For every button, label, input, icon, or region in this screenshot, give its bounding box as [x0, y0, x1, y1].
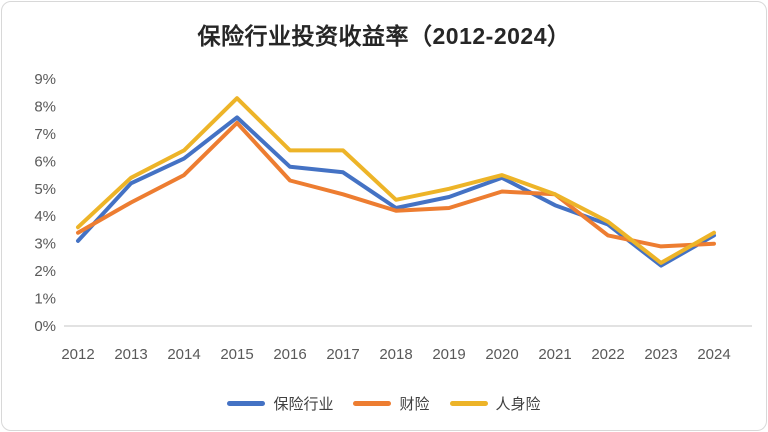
legend-label: 财险 [399, 396, 430, 413]
x-axis-tick: 2016 [273, 346, 306, 363]
x-axis-tick: 2021 [538, 346, 571, 363]
series-line-人身险 [76, 96, 716, 265]
y-axis-tick: 0% [34, 318, 56, 335]
chart-legend: 保险行业 财险 人身险 [0, 393, 768, 414]
legend-item: 人身险 [449, 393, 541, 414]
x-axis-tick: 2023 [644, 346, 677, 363]
x-axis-tick: 2013 [114, 346, 147, 363]
y-axis-tick: 9% [34, 71, 56, 88]
x-axis-tick: 2012 [61, 346, 94, 363]
x-axis-tick: 2019 [432, 346, 465, 363]
y-axis-tick: 6% [34, 153, 56, 170]
legend-line-swatch [449, 401, 488, 406]
x-axis-tick: 2020 [485, 346, 518, 363]
x-axis-tick: 2014 [167, 346, 200, 363]
series-line-财险 [76, 120, 716, 249]
y-axis-tick: 8% [34, 98, 56, 115]
chart-title: 保险行业投资收益率（2012-2024） [197, 23, 571, 49]
y-axis-tick: 3% [34, 236, 56, 253]
x-axis-tick: 2015 [220, 346, 253, 363]
y-axis-tick: 5% [34, 181, 56, 198]
series-line-保险行业 [76, 115, 716, 268]
legend-line-swatch [227, 401, 266, 406]
legend-line-swatch [353, 401, 392, 406]
y-axis-tick: 2% [34, 263, 56, 280]
x-axis-tick: 2024 [697, 346, 730, 363]
legend-label: 人身险 [495, 396, 541, 413]
y-axis-tick: 1% [34, 291, 56, 308]
legend-label: 保险行业 [273, 396, 334, 413]
x-axis-tick: 2018 [379, 346, 412, 363]
y-axis-tick: 4% [34, 208, 56, 225]
x-axis-tick: 2017 [326, 346, 359, 363]
x-axis-tick: 2022 [591, 346, 624, 363]
legend-item: 财险 [353, 393, 430, 414]
legend-item: 保险行业 [227, 393, 333, 414]
y-axis-tick: 7% [34, 126, 56, 143]
